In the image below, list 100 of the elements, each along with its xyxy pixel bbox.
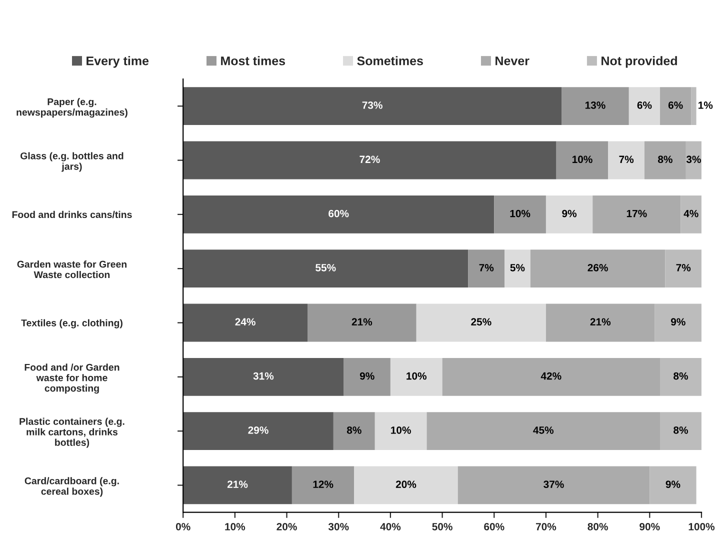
bar: [426, 412, 660, 450]
data-label: 6%: [668, 102, 683, 109]
data-label: 10%: [510, 210, 530, 218]
x-tick-label: 90%: [640, 522, 660, 530]
data-label: 6%: [637, 102, 652, 109]
bar: [644, 141, 686, 180]
bar: [442, 358, 660, 396]
data-label: 3%: [686, 156, 701, 164]
data-label: 45%: [533, 426, 554, 434]
bar: [308, 304, 416, 342]
x-tick-label: 40%: [380, 522, 401, 530]
bar: [416, 304, 546, 342]
data-label: 9%: [360, 372, 374, 380]
bar: [183, 195, 494, 234]
bar: [592, 195, 681, 234]
bar: [183, 466, 292, 504]
x-tick-label: 70%: [536, 522, 556, 530]
bar: [374, 412, 427, 450]
bar: [680, 195, 702, 234]
data-label: 10%: [572, 156, 592, 164]
data-label: 9%: [666, 480, 680, 488]
bar: [608, 141, 644, 180]
data-label: 73%: [362, 102, 382, 109]
y-tick-label: Paper (e.g. newspapers/magazines): [16, 98, 128, 118]
bar: [468, 250, 504, 288]
bar: [665, 250, 702, 288]
data-label: 55%: [316, 264, 336, 272]
data-label: 37%: [544, 480, 564, 488]
bar: [390, 358, 442, 396]
x-tick-label: 80%: [588, 522, 608, 530]
data-label: 26%: [588, 264, 608, 272]
bar: [628, 87, 660, 126]
bar: [546, 304, 655, 342]
y-tick-label: Food and /or Garden waste for home composting: [24, 364, 120, 394]
bar: [530, 250, 666, 288]
bar: [562, 87, 629, 126]
data-label: 1%: [698, 102, 713, 109]
y-tick-label: Plastic containers (e.g. milk cartons, drinks bottles): [20, 418, 124, 448]
data-label: 7%: [676, 264, 691, 272]
data-label: 4%: [684, 210, 698, 218]
data-label: 20%: [396, 480, 416, 488]
x-tick-label: 100%: [688, 522, 715, 530]
data-label: 24%: [235, 318, 256, 326]
x-tick-label: 0%: [176, 522, 190, 530]
data-label: 8%: [674, 372, 688, 380]
bar: [556, 141, 608, 180]
bar: [183, 87, 562, 126]
data-label: 72%: [360, 156, 380, 164]
data-label: 10%: [406, 372, 427, 380]
y-tick-label: Food and drinks cans/tins: [12, 210, 132, 218]
bar: [183, 412, 334, 450]
x-tick-label: 50%: [432, 522, 452, 530]
x-tick-label: 60%: [484, 522, 504, 530]
bar: [691, 87, 696, 126]
data-label: 8%: [346, 426, 362, 434]
bar: [494, 195, 546, 234]
bar: [333, 412, 375, 450]
data-label: 9%: [670, 318, 686, 326]
bar: [504, 250, 530, 288]
y-tick-label: Card/cardboard (e.g. cereal boxes): [24, 477, 119, 497]
data-label: 10%: [391, 426, 411, 434]
legend-label: Never: [496, 56, 530, 66]
bar: [458, 466, 650, 504]
bar: [183, 358, 344, 396]
data-label: 29%: [248, 426, 268, 434]
data-label: 25%: [471, 318, 492, 326]
bar: [292, 466, 354, 504]
data-label: 21%: [352, 318, 372, 326]
x-tick-label: 30%: [328, 522, 349, 530]
bar: [546, 195, 593, 234]
y-tick-label: Garden waste for Green Waste collection: [17, 260, 126, 278]
data-label: 8%: [674, 426, 688, 434]
y-tick-label: Textiles (e.g. clothing): [21, 319, 122, 328]
bar: [183, 250, 468, 288]
bar: [650, 466, 696, 504]
data-label: 17%: [626, 210, 647, 218]
data-label: 7%: [479, 264, 494, 272]
bar: [660, 87, 692, 126]
bar: [654, 304, 702, 342]
legend-label: Not provided: [602, 56, 677, 68]
data-label: 7%: [619, 156, 634, 164]
data-label: 21%: [227, 480, 248, 488]
data-label: 31%: [253, 372, 274, 380]
data-label: 13%: [585, 102, 606, 109]
x-tick-label: 20%: [276, 522, 297, 530]
data-label: 8%: [658, 156, 672, 164]
legend-label: Every time: [86, 56, 149, 68]
data-label: 9%: [562, 210, 577, 218]
bar: [354, 466, 458, 504]
data-label: 21%: [590, 318, 611, 326]
bar: [183, 304, 308, 342]
bar: [660, 358, 702, 396]
bar: [183, 141, 556, 180]
legend-label: Sometimes: [357, 56, 423, 66]
legend-label: Most times: [221, 56, 286, 66]
data-label: 60%: [328, 210, 349, 218]
x-tick-label: 10%: [225, 522, 246, 530]
bar: [660, 412, 702, 450]
y-tick-label: Glass (e.g. bottles and jars): [20, 152, 124, 172]
bar: [344, 358, 390, 396]
